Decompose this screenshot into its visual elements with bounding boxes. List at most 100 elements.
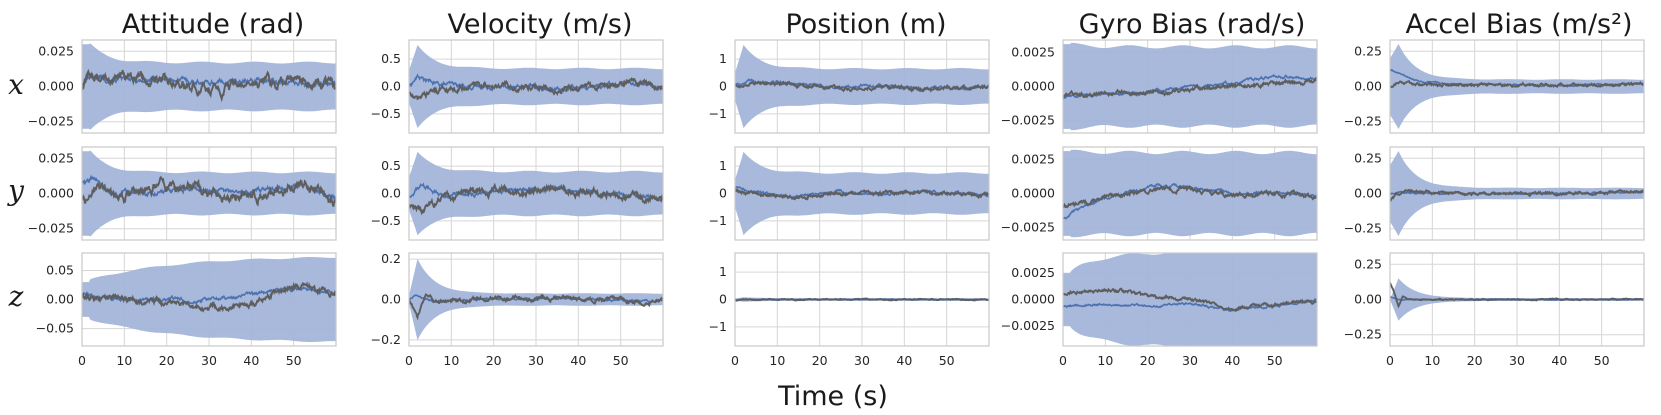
y-tick-label: 0.0: [381, 186, 401, 201]
x-axis-label: Time (s): [777, 381, 888, 412]
panel-frame: [1389, 146, 1645, 241]
panel-title-velocity: Velocity (m/s): [447, 9, 632, 40]
y-tick-label: 1: [719, 158, 727, 173]
estimate-error-line: [735, 78, 989, 93]
row-labels: x y z: [6, 68, 25, 313]
panel-title-gyro-bias: Gyro Bias (rad/s): [1079, 9, 1306, 40]
x-tick-label: 30: [201, 353, 217, 368]
panel-gyro-bias-z: −0.0025 0.0000 0.0025 0 10 20 30 40 50: [1001, 252, 1318, 368]
x-tick-label: 0: [731, 353, 739, 368]
3-sigma-band: [82, 257, 336, 342]
panel-frame: [1062, 252, 1318, 347]
panel-frame: [1062, 146, 1318, 241]
y-tick-label: 0.5: [381, 158, 401, 173]
y-tick-label: 0.00: [1354, 186, 1382, 201]
y-tick-label: 0.00: [1354, 292, 1382, 307]
y-tick-label: 0.0025: [1011, 265, 1055, 280]
panel-title-attitude: Attitude (rad): [122, 9, 305, 40]
true-error-line: [735, 80, 989, 93]
x-tick-label: 20: [1467, 353, 1483, 368]
panel-velocity-y: −0.5 0.0 0.5: [371, 146, 664, 241]
panel-accel-bias-y: −0.25 0.00 0.25: [1344, 146, 1645, 241]
x-tick-label: 20: [159, 353, 175, 368]
x-tick-label: 30: [854, 353, 870, 368]
x-tick-label: 0: [78, 353, 86, 368]
y-tick-label: 0.00: [1354, 79, 1382, 94]
y-tick-label: −0.05: [36, 321, 74, 336]
x-tick-label: 40: [570, 353, 586, 368]
panel-accel-bias-z: −0.25 0.00 0.25 0 10 20 30 40 50: [1344, 252, 1645, 368]
y-tick-label: −0.0025: [1001, 220, 1055, 235]
panel-frame: [81, 39, 337, 134]
panel-frame: [1062, 39, 1318, 134]
y-tick-label: 0: [719, 292, 727, 307]
y-tick-label: −0.2: [371, 332, 401, 347]
y-tick-label: −1: [709, 106, 727, 121]
panel-frame: [408, 252, 664, 347]
y-tick-label: 0: [719, 186, 727, 201]
y-tick-label: −1: [709, 319, 727, 334]
panel-position-y: −1 0 1: [709, 146, 990, 241]
y-tick-label: −0.025: [28, 221, 74, 236]
true-error-line: [1063, 184, 1317, 209]
y-tick-label: 0.000: [38, 186, 74, 201]
y-tick-label: 0: [719, 79, 727, 94]
y-tick-label: 0.0025: [1011, 151, 1055, 166]
y-tick-label: 0.25: [1354, 150, 1382, 165]
panel-velocity-x: −0.5 0.0 0.5: [371, 39, 664, 134]
x-tick-label: 0: [1059, 353, 1067, 368]
true-error-line: [1390, 188, 1644, 203]
panel-velocity-z: −0.2 0.0 0.2 0 10 20 30 40 50: [371, 251, 664, 368]
y-tick-label: −0.25: [1344, 114, 1382, 129]
y-tick-label: 0.05: [46, 262, 74, 277]
y-tick-label: −0.0025: [1001, 113, 1055, 128]
3-sigma-band: [82, 43, 336, 130]
x-tick-label: 30: [1182, 353, 1198, 368]
x-tick-label: 50: [613, 353, 629, 368]
column-titles: Attitude (rad) Velocity (m/s) Position (…: [122, 9, 1633, 40]
y-tick-label: 0.000: [38, 79, 74, 94]
y-tick-label: 0.2: [381, 251, 401, 266]
y-tick-label: 0.0: [381, 79, 401, 94]
x-tick-label: 40: [1224, 353, 1240, 368]
y-tick-label: −0.0025: [1001, 318, 1055, 333]
y-tick-label: 0.0: [381, 292, 401, 307]
estimate-error-line: [82, 174, 336, 201]
x-tick-label: 50: [1594, 353, 1610, 368]
y-tick-label: −0.5: [371, 106, 401, 121]
true-error-line: [409, 182, 663, 216]
y-tick-label: 0.0000: [1011, 79, 1055, 94]
true-error-line: [735, 188, 989, 201]
y-tick-label: 0.25: [1354, 256, 1382, 271]
panel-frame: [81, 252, 337, 347]
x-tick-label: 50: [939, 353, 955, 368]
3-sigma-band: [1063, 42, 1317, 131]
y-tick-label: 1: [719, 264, 727, 279]
x-tick-label: 0: [405, 353, 413, 368]
x-tick-label: 10: [116, 353, 132, 368]
true-error-line: [735, 297, 989, 302]
y-tick-label: 0.0025: [1011, 44, 1055, 59]
panel-frame: [734, 252, 990, 347]
3-sigma-band: [409, 151, 663, 236]
x-tick-label: 40: [243, 353, 259, 368]
x-tick-label: 20: [486, 353, 502, 368]
true-error-line: [1063, 287, 1317, 313]
x-tick-label: 20: [812, 353, 828, 368]
y-tick-label: 0.025: [38, 150, 74, 165]
y-tick-label: −1: [709, 213, 727, 228]
x-tick-label: 30: [1509, 353, 1525, 368]
y-tick-label: 0.25: [1354, 43, 1382, 58]
x-tick-label: 0: [1386, 353, 1394, 368]
true-error-line: [1390, 282, 1644, 309]
panel-frame: [734, 39, 990, 134]
panel-attitude-x: −0.025 0.000 0.025: [28, 39, 337, 134]
x-tick-label: 10: [1097, 353, 1113, 368]
x-tick-label: 10: [1424, 353, 1440, 368]
panel-gyro-bias-y: −0.0025 0.0000 0.0025: [1001, 146, 1318, 241]
y-tick-label: −0.5: [371, 213, 401, 228]
x-tick-label: 20: [1140, 353, 1156, 368]
true-error-line: [409, 292, 663, 321]
